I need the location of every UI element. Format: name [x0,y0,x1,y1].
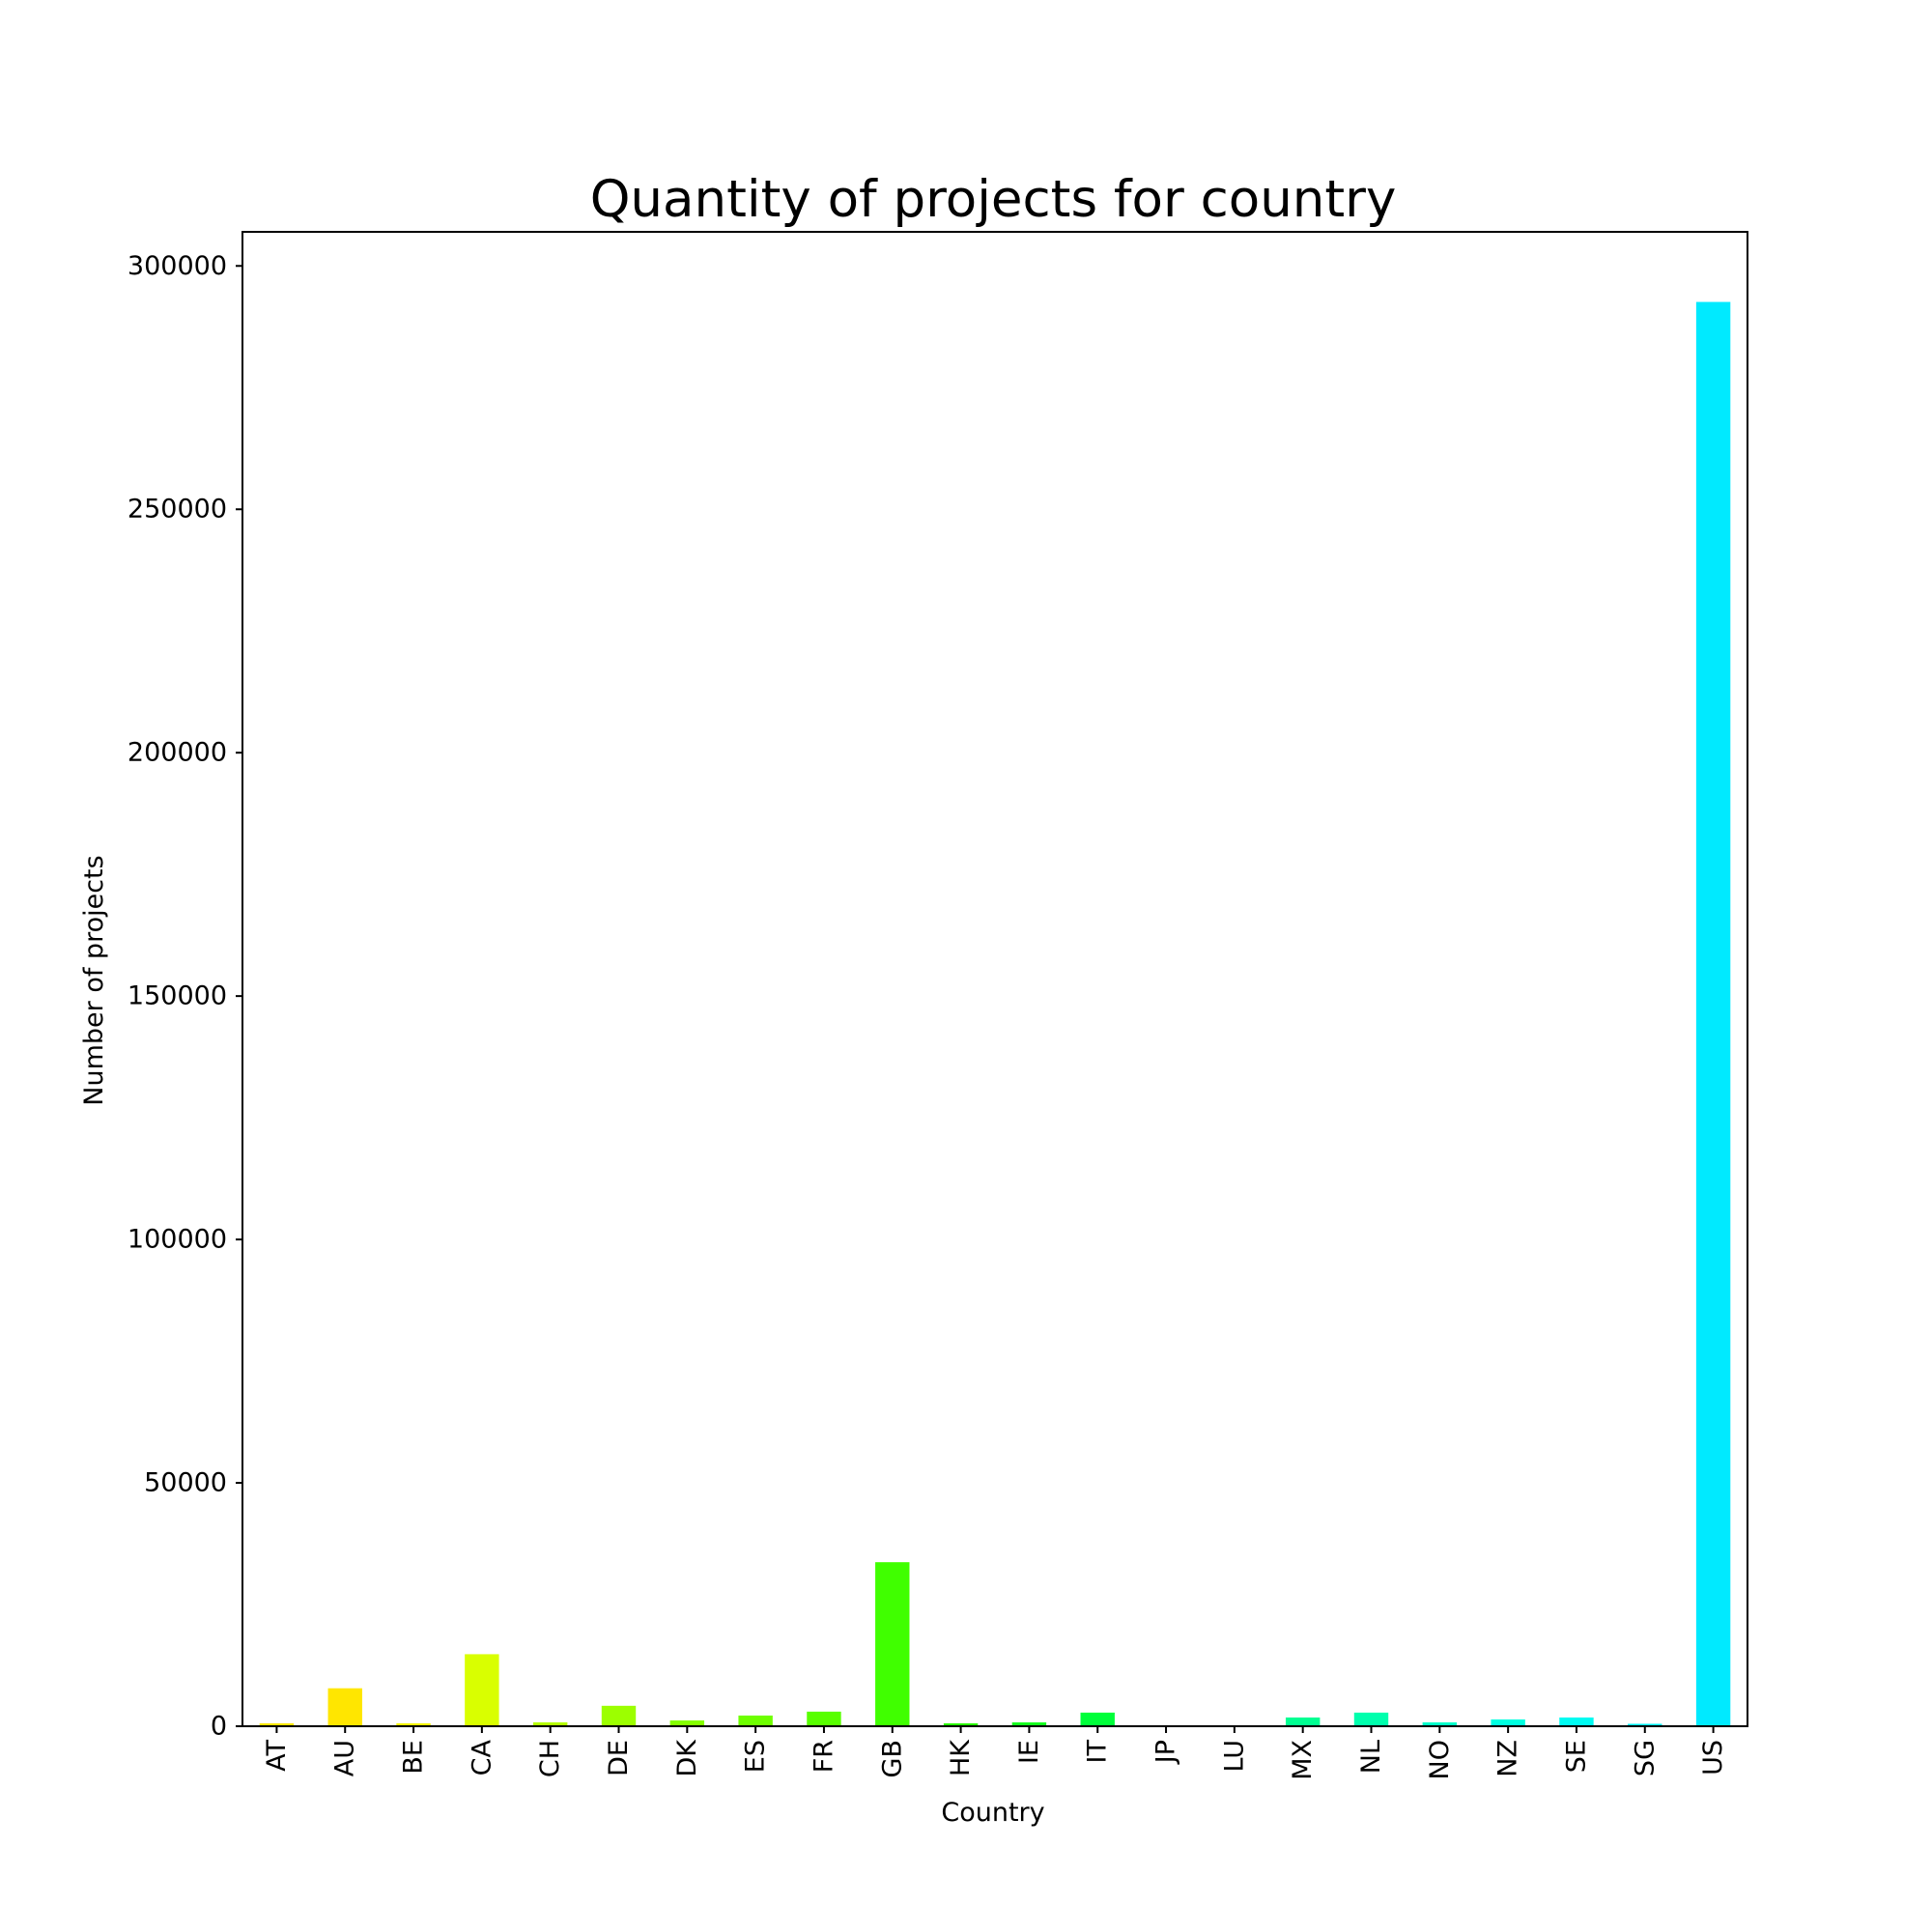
x-tick-label-fr: FR [809,1740,838,1773]
bar-hk [943,1722,979,1726]
chart-title: Quantity of projects for country [590,170,1397,229]
x-tick-label-gb: GB [877,1740,907,1777]
bar-de [601,1705,637,1726]
bar-at [259,1722,295,1726]
x-tick-label-us: US [1698,1740,1728,1776]
bar-nz [1491,1719,1525,1726]
x-tick-label-lu: LU [1219,1740,1249,1772]
y-axis-label: Number of projects [79,855,109,1105]
y-tick-label: 250000 [128,495,227,525]
bar-ie [1011,1721,1047,1726]
y-tick-label: 150000 [128,981,227,1011]
x-tick-label-jp: JP [1151,1740,1181,1765]
bar-it [1080,1712,1115,1726]
bars-group [259,301,1731,1726]
x-tick-label-sg: SG [1630,1740,1660,1776]
x-tick-label-hk: HK [946,1739,976,1776]
bar-us [1695,301,1731,1726]
x-tick-label-es: ES [741,1740,771,1773]
x-tick-label-au: AU [330,1740,360,1776]
x-tick-label-it: IT [1083,1740,1113,1764]
bar-dk [669,1719,705,1726]
x-axis-ticks: AT AU BE CA CH DE DK ES FR GB HK IE IT JP LU MX NL NO NZ SE… [262,1726,1728,1780]
x-tick-label-no: NO [1425,1740,1455,1779]
bar-ch [532,1721,568,1726]
y-tick-label: 50000 [144,1468,227,1498]
bar-se [1559,1717,1594,1726]
x-tick-label-nz: NZ [1493,1740,1523,1777]
x-tick-label-ca: CA [467,1739,497,1776]
bar-nl [1353,1712,1389,1726]
y-tick-label: 100000 [128,1225,227,1255]
bar-au [327,1688,362,1726]
bar-mx [1285,1717,1321,1726]
y-tick-label: 300000 [128,251,227,281]
bar-no [1422,1721,1458,1726]
x-axis-label: Country [941,1798,1044,1828]
y-tick-label: 200000 [128,738,227,768]
x-tick-label-ie: IE [1014,1740,1044,1764]
y-axis-ticks: 0 50000 100000 150000 200000 250000 300000 [128,251,242,1742]
bar-gb [875,1562,910,1726]
bar-es [738,1715,773,1726]
plot-frame [242,231,1748,1727]
x-tick-label-at: AT [262,1740,292,1772]
x-tick-label-nl: NL [1356,1740,1386,1774]
x-tick-label-de: DE [604,1740,634,1776]
bar-fr [807,1711,841,1726]
bar-sg [1628,1723,1662,1726]
bar-ca [465,1654,499,1726]
x-tick-label-be: BE [399,1740,429,1775]
x-tick-label-ch: CH [535,1740,565,1777]
x-tick-label-dk: DK [672,1739,702,1777]
x-tick-label-mx: MX [1288,1740,1318,1780]
bar-be [396,1722,431,1726]
x-tick-label-se: SE [1561,1740,1591,1773]
y-tick-label: 0 [211,1712,227,1742]
